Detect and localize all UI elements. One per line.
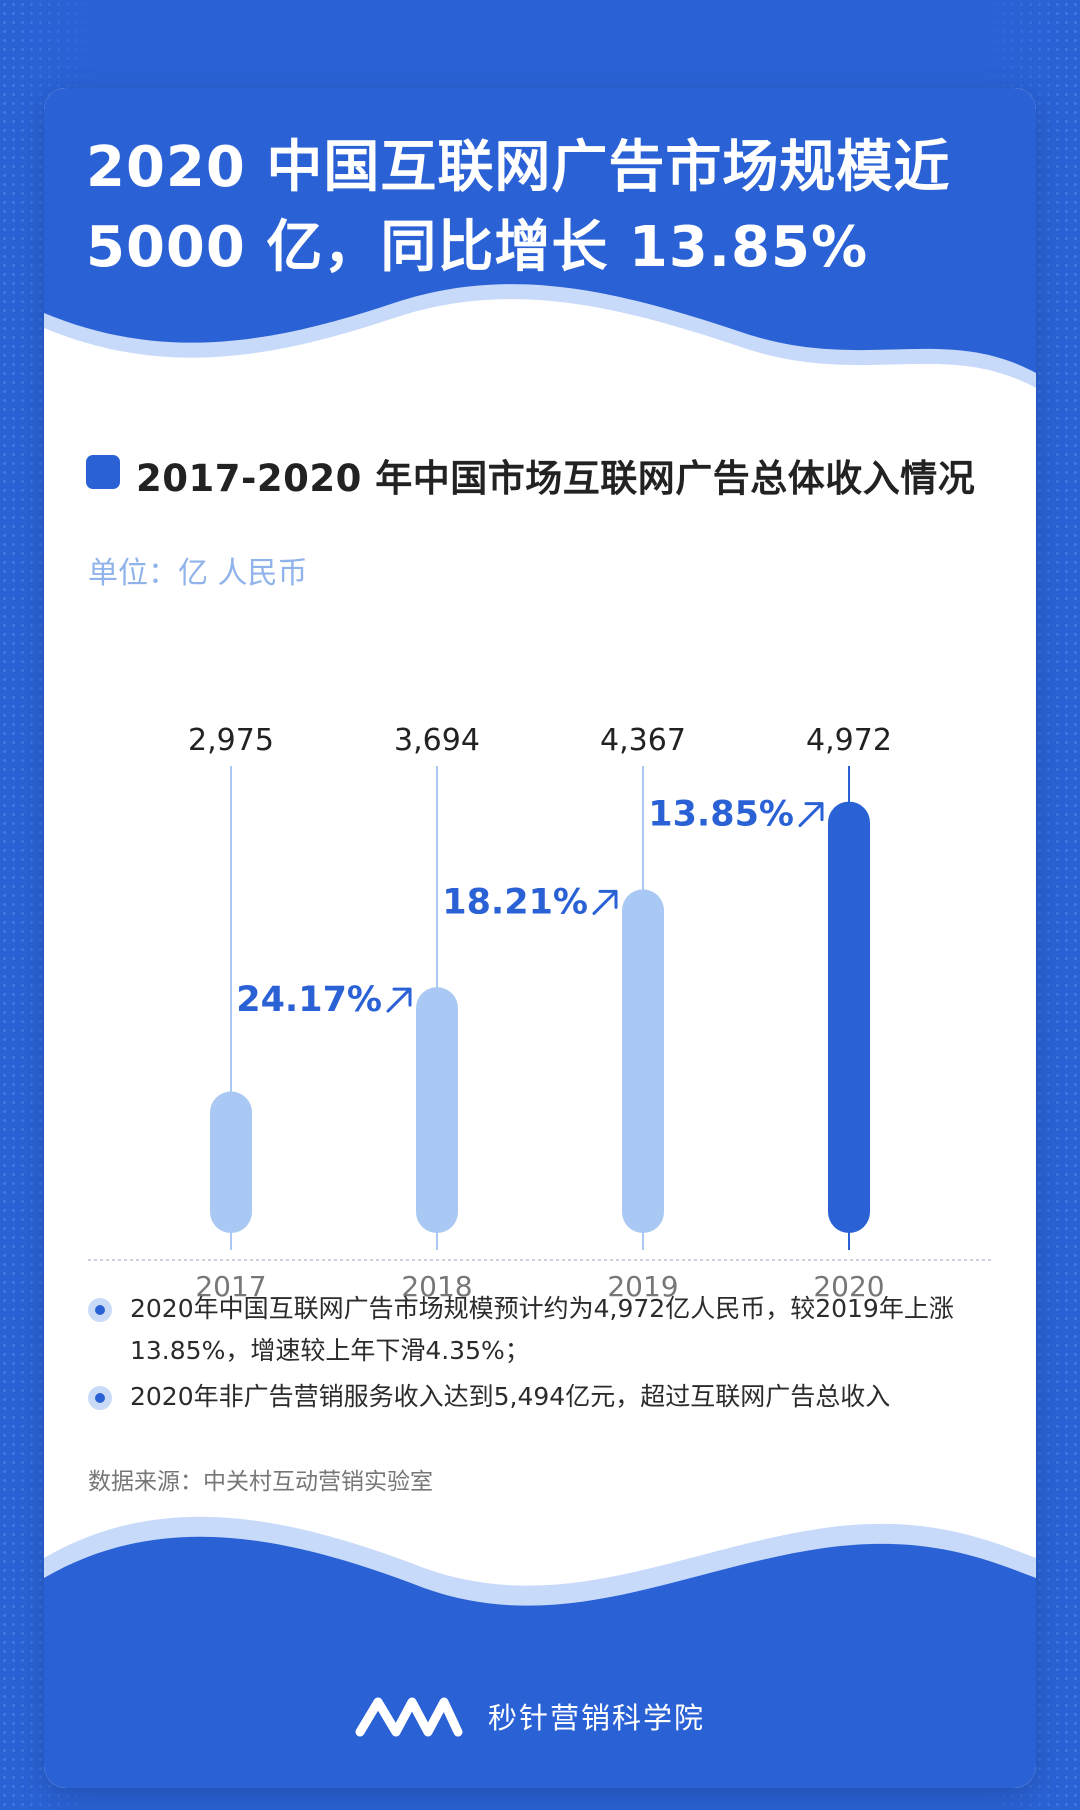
- mz-logo-icon: [355, 1697, 463, 1737]
- brand-name: 秒针营销科学院: [488, 1701, 706, 1735]
- category-label: 2020: [813, 1270, 884, 1303]
- unit-label: 单位：亿 人民币: [88, 556, 308, 591]
- bar-chart: 2,975 2017 3,694 2018 24.17% 4,367 2019 18.21% 4…: [88, 723, 992, 1303]
- bullet-list: 2020年中国互联网广告市场规模预计约为4,972亿人民币，较2019年上涨13…: [88, 1288, 1008, 1422]
- headline-line-1: 2020 中国互联网广告市场规模近: [86, 135, 951, 200]
- brand: 秒针营销科学院: [354, 1688, 705, 1744]
- value-label: 3,694: [394, 723, 480, 758]
- title-marker-icon: [86, 455, 124, 495]
- bullet-text: 2020年中国互联网广告市场规模预计约为4,972亿人民币，较2019年上涨13…: [130, 1294, 954, 1365]
- bullet-dot-icon: [88, 1386, 112, 1410]
- arrow-up-right-icon: [592, 889, 618, 915]
- value-label: 4,972: [806, 723, 892, 758]
- growth-label: 18.21%: [442, 882, 588, 922]
- headline: 2020 中国互联网广告市场规模近 5000 亿，同比增长 13.85%: [86, 128, 1006, 288]
- section-title: 2017-2020 年中国市场互联网广告总体收入情况: [86, 450, 975, 500]
- bullet-text: 2020年非广告营销服务收入达到5,494亿元，超过互联网广告总收入: [130, 1382, 891, 1411]
- top-wave: [44, 88, 1036, 388]
- category-label: 2019: [607, 1270, 678, 1303]
- bullet-item: 2020年非广告营销服务收入达到5,494亿元，超过互联网广告总收入: [88, 1376, 1008, 1418]
- bar-2018: [416, 987, 458, 1233]
- bullet-dot-icon: [88, 1298, 112, 1322]
- growth-label: 13.85%: [648, 795, 794, 835]
- category-label: 2017: [195, 1270, 266, 1303]
- category-label: 2018: [401, 1270, 472, 1303]
- bar-2019: [622, 889, 664, 1233]
- data-source: 数据来源：中关村互动营销实验室: [88, 1469, 433, 1495]
- value-label: 4,367: [600, 723, 686, 758]
- bar-2017: [210, 1091, 252, 1233]
- infographic-card: 2020 中国互联网广告市场规模近 5000 亿，同比增长 13.85% 201…: [44, 88, 1036, 1788]
- headline-line-2: 5000 亿，同比增长 13.85%: [86, 215, 869, 280]
- bullet-item: 2020年中国互联网广告市场规模预计约为4,972亿人民币，较2019年上涨13…: [88, 1288, 1008, 1372]
- bar-2020: [828, 801, 870, 1233]
- value-label: 2,975: [188, 723, 274, 758]
- section-title-text: 2017-2020 年中国市场互联网广告总体收入情况: [136, 457, 976, 500]
- arrow-up-right-icon: [386, 987, 412, 1013]
- bottom-wave: [44, 1516, 1036, 1788]
- growth-label: 24.17%: [236, 980, 382, 1020]
- arrow-up-right-icon: [798, 802, 824, 828]
